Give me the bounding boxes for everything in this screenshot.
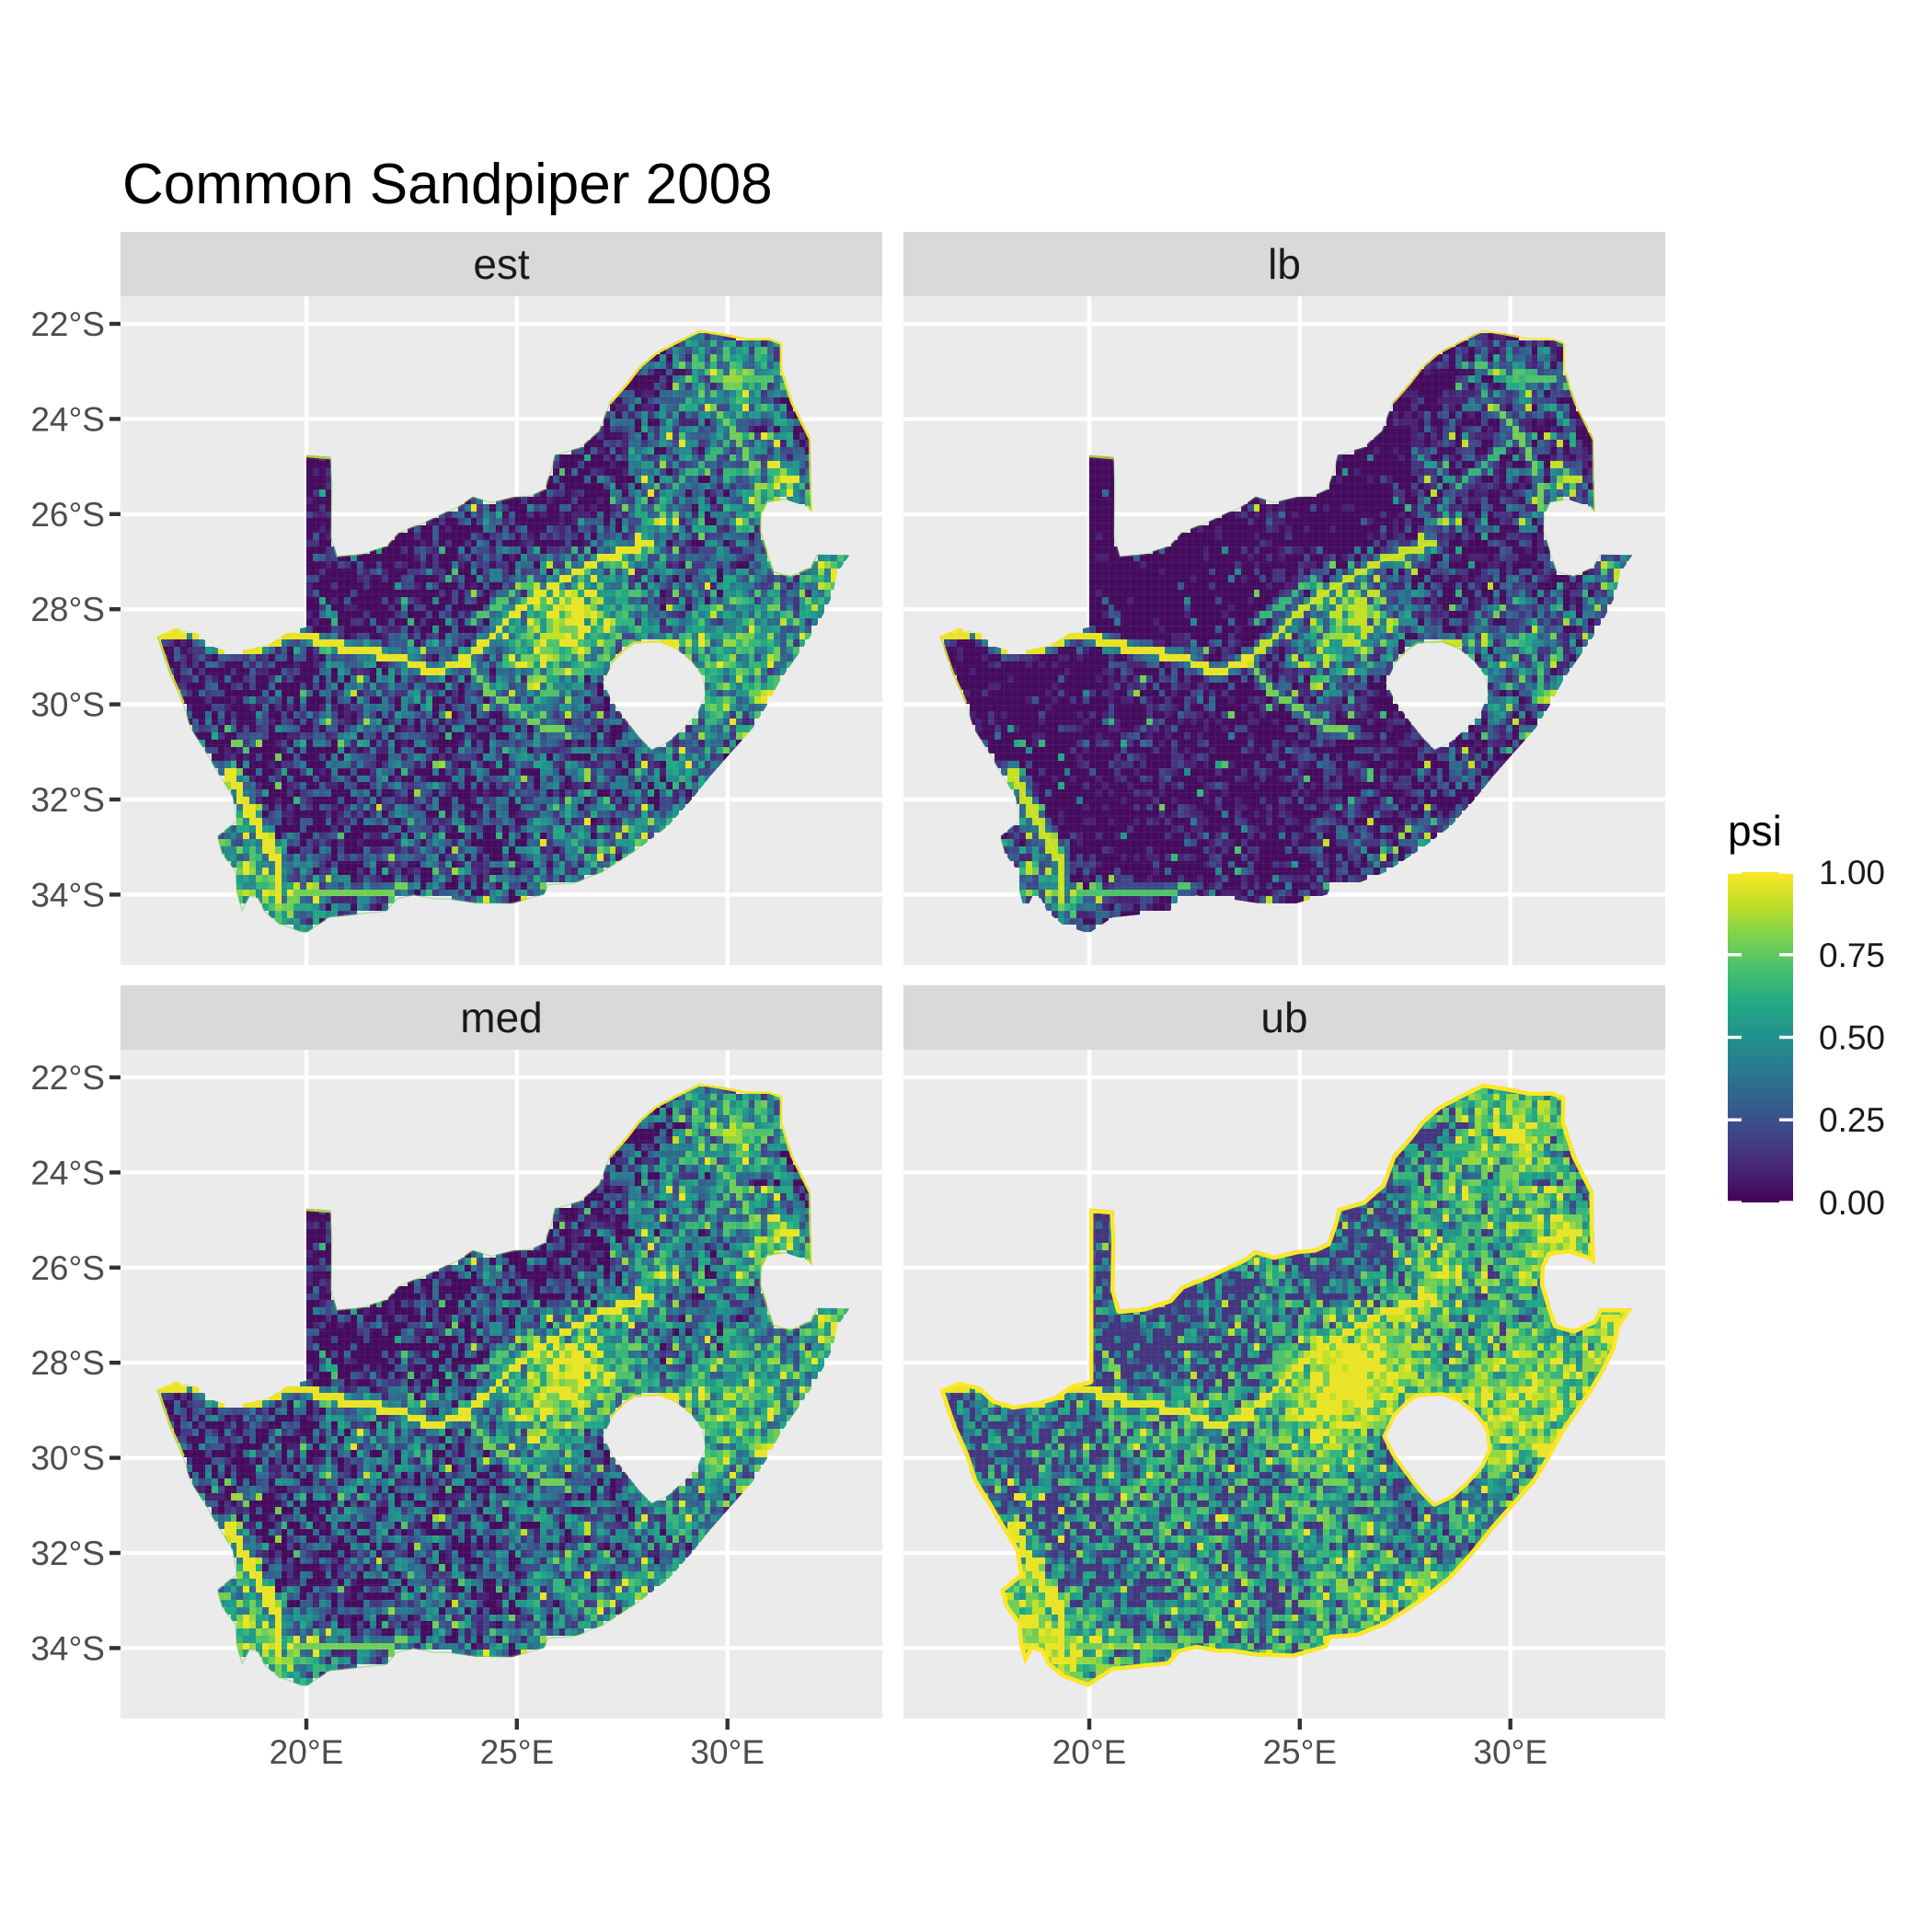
svg-text:med: med <box>460 994 542 1041</box>
svg-text:28°S: 28°S <box>30 591 105 628</box>
svg-text:25°E: 25°E <box>480 1733 555 1771</box>
svg-text:0.75: 0.75 <box>1819 937 1885 974</box>
svg-text:34°S: 34°S <box>30 876 105 914</box>
svg-text:28°S: 28°S <box>30 1344 105 1382</box>
svg-text:30°S: 30°S <box>30 1440 105 1478</box>
svg-text:24°S: 24°S <box>30 400 105 438</box>
svg-text:psi: psi <box>1728 807 1782 855</box>
svg-text:lb: lb <box>1268 240 1301 288</box>
svg-text:24°S: 24°S <box>30 1154 105 1191</box>
svg-text:0.00: 0.00 <box>1819 1184 1885 1222</box>
svg-text:ub: ub <box>1260 994 1307 1041</box>
svg-text:22°S: 22°S <box>30 305 105 343</box>
svg-text:Common Sandpiper 2008: Common Sandpiper 2008 <box>122 153 773 216</box>
svg-text:34°S: 34°S <box>30 1629 105 1667</box>
svg-text:est: est <box>473 240 530 288</box>
svg-text:32°S: 32°S <box>30 781 105 819</box>
svg-text:20°E: 20°E <box>270 1733 344 1771</box>
svg-text:20°E: 20°E <box>1052 1733 1127 1771</box>
svg-text:30°E: 30°E <box>1473 1733 1547 1771</box>
svg-text:22°S: 22°S <box>30 1059 105 1097</box>
svg-text:32°S: 32°S <box>30 1535 105 1572</box>
svg-text:0.50: 0.50 <box>1819 1019 1885 1057</box>
svg-text:26°S: 26°S <box>30 496 105 534</box>
svg-text:30°E: 30°E <box>690 1733 765 1771</box>
svg-text:0.25: 0.25 <box>1819 1101 1885 1139</box>
svg-text:26°S: 26°S <box>30 1249 105 1287</box>
svg-text:25°E: 25°E <box>1262 1733 1337 1771</box>
svg-text:30°S: 30°S <box>30 686 105 724</box>
svg-text:1.00: 1.00 <box>1819 854 1885 891</box>
